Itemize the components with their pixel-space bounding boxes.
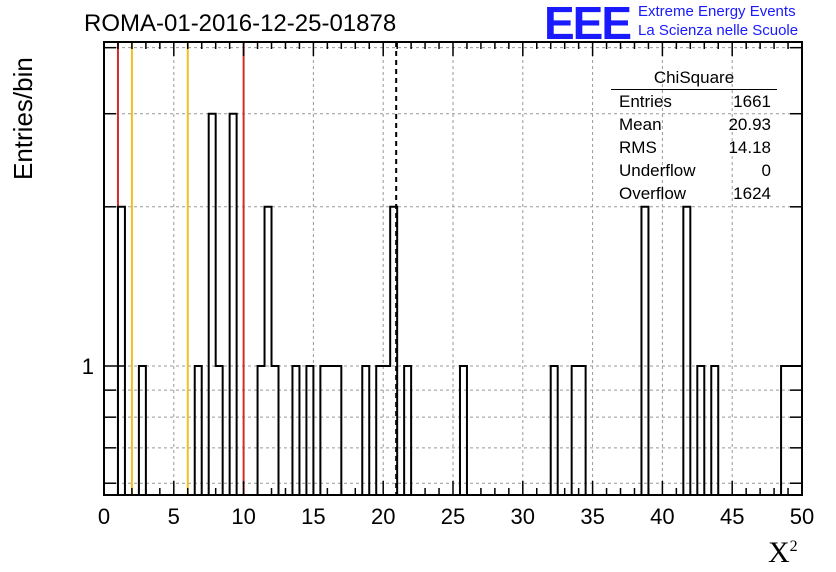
run-title: ROMA-01-2016-12-25-01878 [84,10,397,37]
axis-ticks [103,42,803,495]
stats-row: Overflow 1624 [611,184,777,207]
x-tick-label: 0 [98,504,110,529]
y-axis-label: Entries/bin [8,57,38,180]
logo-line-2: La Scienza nelle Scuole [638,22,799,39]
stats-label: Overflow [619,184,687,203]
stats-row: RMS 14.18 [611,138,777,161]
stats-row: Mean 20.93 [611,115,777,138]
stats-label: Underflow [619,161,696,180]
tick-labels: 0 5 10 15 20 25 30 35 40 45 50 1 [82,354,814,529]
x-tick-label: 45 [720,504,744,529]
y-tick-label: 1 [82,354,94,379]
histogram-step-line [116,112,803,495]
stats-label: Entries [619,92,672,111]
stats-value: 1661 [733,92,771,111]
x-tick-label: 20 [371,504,395,529]
x-axis-label: X2 [768,536,798,570]
stats-box: ChiSquare Entries 1661 Mean 20.93 RMS 14.18… [611,68,777,207]
stats-title: ChiSquare [611,68,777,90]
stats-value: 0 [761,161,771,180]
x-axis-label-superscript: 2 [789,538,798,555]
logo-line-1: Extreme Energy Events [638,3,796,20]
logo-mark: EEE [544,0,632,49]
x-tick-label: 5 [168,504,180,529]
x-tick-label: 25 [441,504,465,529]
x-tick-label: 40 [650,504,674,529]
stats-value: 20.93 [728,115,771,134]
x-axis-label-base: X [768,536,790,569]
stats-value: 1624 [733,184,771,203]
stats-value: 14.18 [728,138,771,157]
x-tick-label: 30 [511,504,535,529]
x-tick-label: 50 [790,504,814,529]
stats-label: Mean [619,115,662,134]
stats-row: Underflow 0 [611,161,777,184]
stats-row: Entries 1661 [611,92,777,115]
eee-logo: EEE Extreme Energy Events La Scienza nel… [540,0,836,49]
stats-label: RMS [619,138,657,157]
x-tick-label: 35 [580,504,604,529]
x-tick-label: 10 [231,504,255,529]
x-tick-label: 15 [301,504,325,529]
